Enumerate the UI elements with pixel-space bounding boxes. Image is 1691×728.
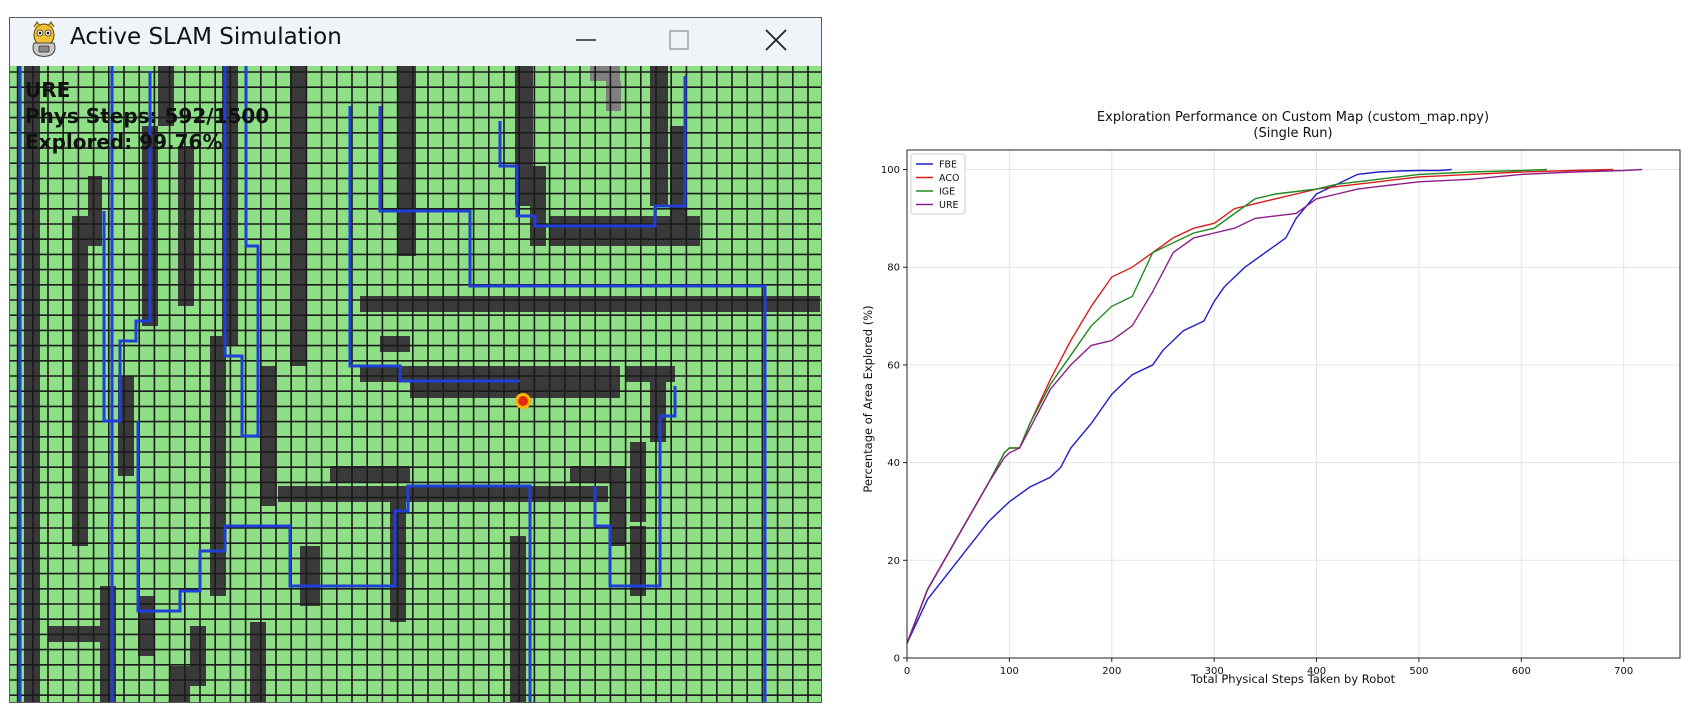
minimize-icon [574, 28, 598, 56]
legend-label-fbe: FBE [939, 160, 957, 171]
hud-phys-steps: Phys Steps: 592/1500 [25, 104, 270, 128]
exploration-chart: Exploration Performance on Custom Map (c… [845, 95, 1691, 695]
y-tick-label: 80 [887, 263, 900, 274]
python-snake-icon [27, 21, 61, 59]
y-tick-label: 20 [887, 556, 900, 567]
y-tick-label: 60 [887, 360, 900, 371]
legend-box [910, 153, 966, 215]
y-tick-label: 40 [887, 458, 900, 469]
occupancy-grid-map [10, 66, 821, 702]
hud-explored: Explored: 99.76% [25, 130, 223, 154]
simulation-window: Active SLAM Simulation URE Phys Steps: 5… [9, 17, 822, 703]
x-tick-label: 400 [1307, 666, 1326, 677]
close-icon [763, 27, 789, 57]
chart-gridlines [906, 150, 1680, 659]
x-tick-label: 200 [1102, 666, 1121, 677]
x-tick-label: 600 [1512, 666, 1531, 677]
chart-legend: FBE ACO IGE URE [910, 153, 966, 215]
x-tick-label: 0 [904, 666, 910, 677]
window-titlebar[interactable]: Active SLAM Simulation [10, 18, 821, 67]
simulation-canvas[interactable]: URE Phys Steps: 592/1500 Explored: 99.76… [10, 66, 821, 702]
legend-label-ure: URE [939, 200, 959, 211]
chart-axis-ticks: 0 100 200 300 400 500 600 700 0 20 40 60 80 100 [881, 165, 1633, 677]
series-line-aco [906, 168, 1614, 644]
x-tick-label: 300 [1205, 666, 1224, 677]
series-line-ure [906, 168, 1643, 644]
legend-label-aco: ACO [939, 173, 959, 184]
close-button[interactable] [756, 22, 796, 62]
y-axis-label: Percentage of Area Explored (%) [861, 305, 875, 492]
robot-trajectory [18, 66, 767, 702]
minimize-button[interactable] [566, 22, 606, 62]
chart-series-lines [906, 168, 1643, 644]
chart-title: Exploration Performance on Custom Map (c… [1097, 110, 1489, 125]
y-tick-label: 100 [881, 165, 900, 176]
x-axis-label: Total Physical Steps Taken by Robot [1190, 672, 1396, 686]
chart-subtitle: (Single Run) [1253, 126, 1332, 141]
y-tick-label: 0 [894, 654, 900, 665]
hud-algorithm: URE [25, 78, 71, 102]
robot-marker [515, 393, 531, 409]
x-tick-label: 100 [1000, 666, 1019, 677]
x-tick-label: 700 [1614, 666, 1633, 677]
window-title: Active SLAM Simulation [70, 24, 342, 50]
plot-area-frame [906, 149, 1681, 659]
maximize-icon [667, 28, 691, 56]
x-tick-label: 500 [1409, 666, 1428, 677]
legend-label-ige: IGE [939, 187, 955, 198]
series-line-fbe [906, 168, 1452, 644]
maximize-button[interactable] [659, 22, 699, 62]
series-line-ige [906, 168, 1547, 644]
